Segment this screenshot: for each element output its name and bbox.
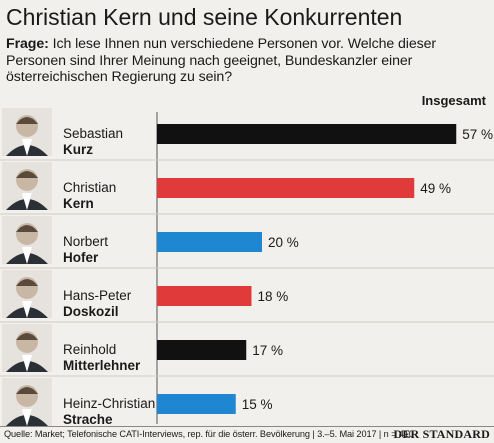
person-name: Sebastian Kurz xyxy=(63,126,123,157)
chart-title: Christian Kern und seine Konkurrenten xyxy=(6,4,403,30)
value-label-strache: 15 % xyxy=(242,397,273,412)
bar-chart: 57 % 49 % 20 % 18 % 17 % 15 % xyxy=(0,108,494,426)
last-name: Hofer xyxy=(63,249,99,265)
person-icon xyxy=(2,216,52,264)
last-name: Doskozil xyxy=(63,303,119,319)
publisher-logo: DER STANDARD xyxy=(393,427,490,441)
bar-strache xyxy=(157,394,236,414)
value-label-kurz: 57 % xyxy=(462,127,493,142)
last-name: Kurz xyxy=(63,141,93,157)
person-icon xyxy=(2,162,52,210)
person-name: Norbert Hofer xyxy=(63,234,108,265)
person-name: Hans-Peter Doskozil xyxy=(63,288,131,319)
question-text: Ich lese Ihnen nun verschiedene Personen… xyxy=(6,36,437,85)
first-name: Norbert xyxy=(63,234,109,249)
first-name: Hans-Peter xyxy=(63,288,132,303)
last-name: Kern xyxy=(63,195,94,211)
source-note: Quelle: Market; Telefonische CATI-Interv… xyxy=(4,429,414,439)
person-icon xyxy=(2,324,52,372)
last-name: Mitterlehner xyxy=(63,357,141,373)
column-header: Insgesamt xyxy=(421,93,486,108)
person-name: Christian Kern xyxy=(63,180,116,211)
bar-kern xyxy=(157,178,415,198)
person-icon xyxy=(2,108,52,156)
value-label-kern: 49 % xyxy=(420,181,451,196)
person-name: Heinz-Christian Strache xyxy=(63,396,155,427)
person-icon xyxy=(2,378,52,426)
survey-question: Frage: Ich lese Ihnen nun verschiedene P… xyxy=(6,36,490,86)
bar-hofer xyxy=(157,232,262,252)
bar-doskozil xyxy=(157,286,252,306)
bar-mitterlehner xyxy=(157,340,247,360)
first-name: Christian xyxy=(63,180,117,195)
first-name: Reinhold xyxy=(63,342,117,357)
value-label-doskozil: 18 % xyxy=(258,289,289,304)
question-label: Frage: xyxy=(6,36,49,52)
value-label-hofer: 20 % xyxy=(268,235,299,250)
last-name: Strache xyxy=(63,411,113,427)
value-label-mitterlehner: 17 % xyxy=(252,343,283,358)
footer: Quelle: Market; Telefonische CATI-Interv… xyxy=(0,426,494,443)
bar-kurz xyxy=(157,124,457,144)
person-icon xyxy=(2,270,52,318)
person-name: Reinhold Mitterlehner xyxy=(63,342,140,373)
first-name: Heinz-Christian xyxy=(63,396,156,411)
first-name: Sebastian xyxy=(63,126,124,141)
